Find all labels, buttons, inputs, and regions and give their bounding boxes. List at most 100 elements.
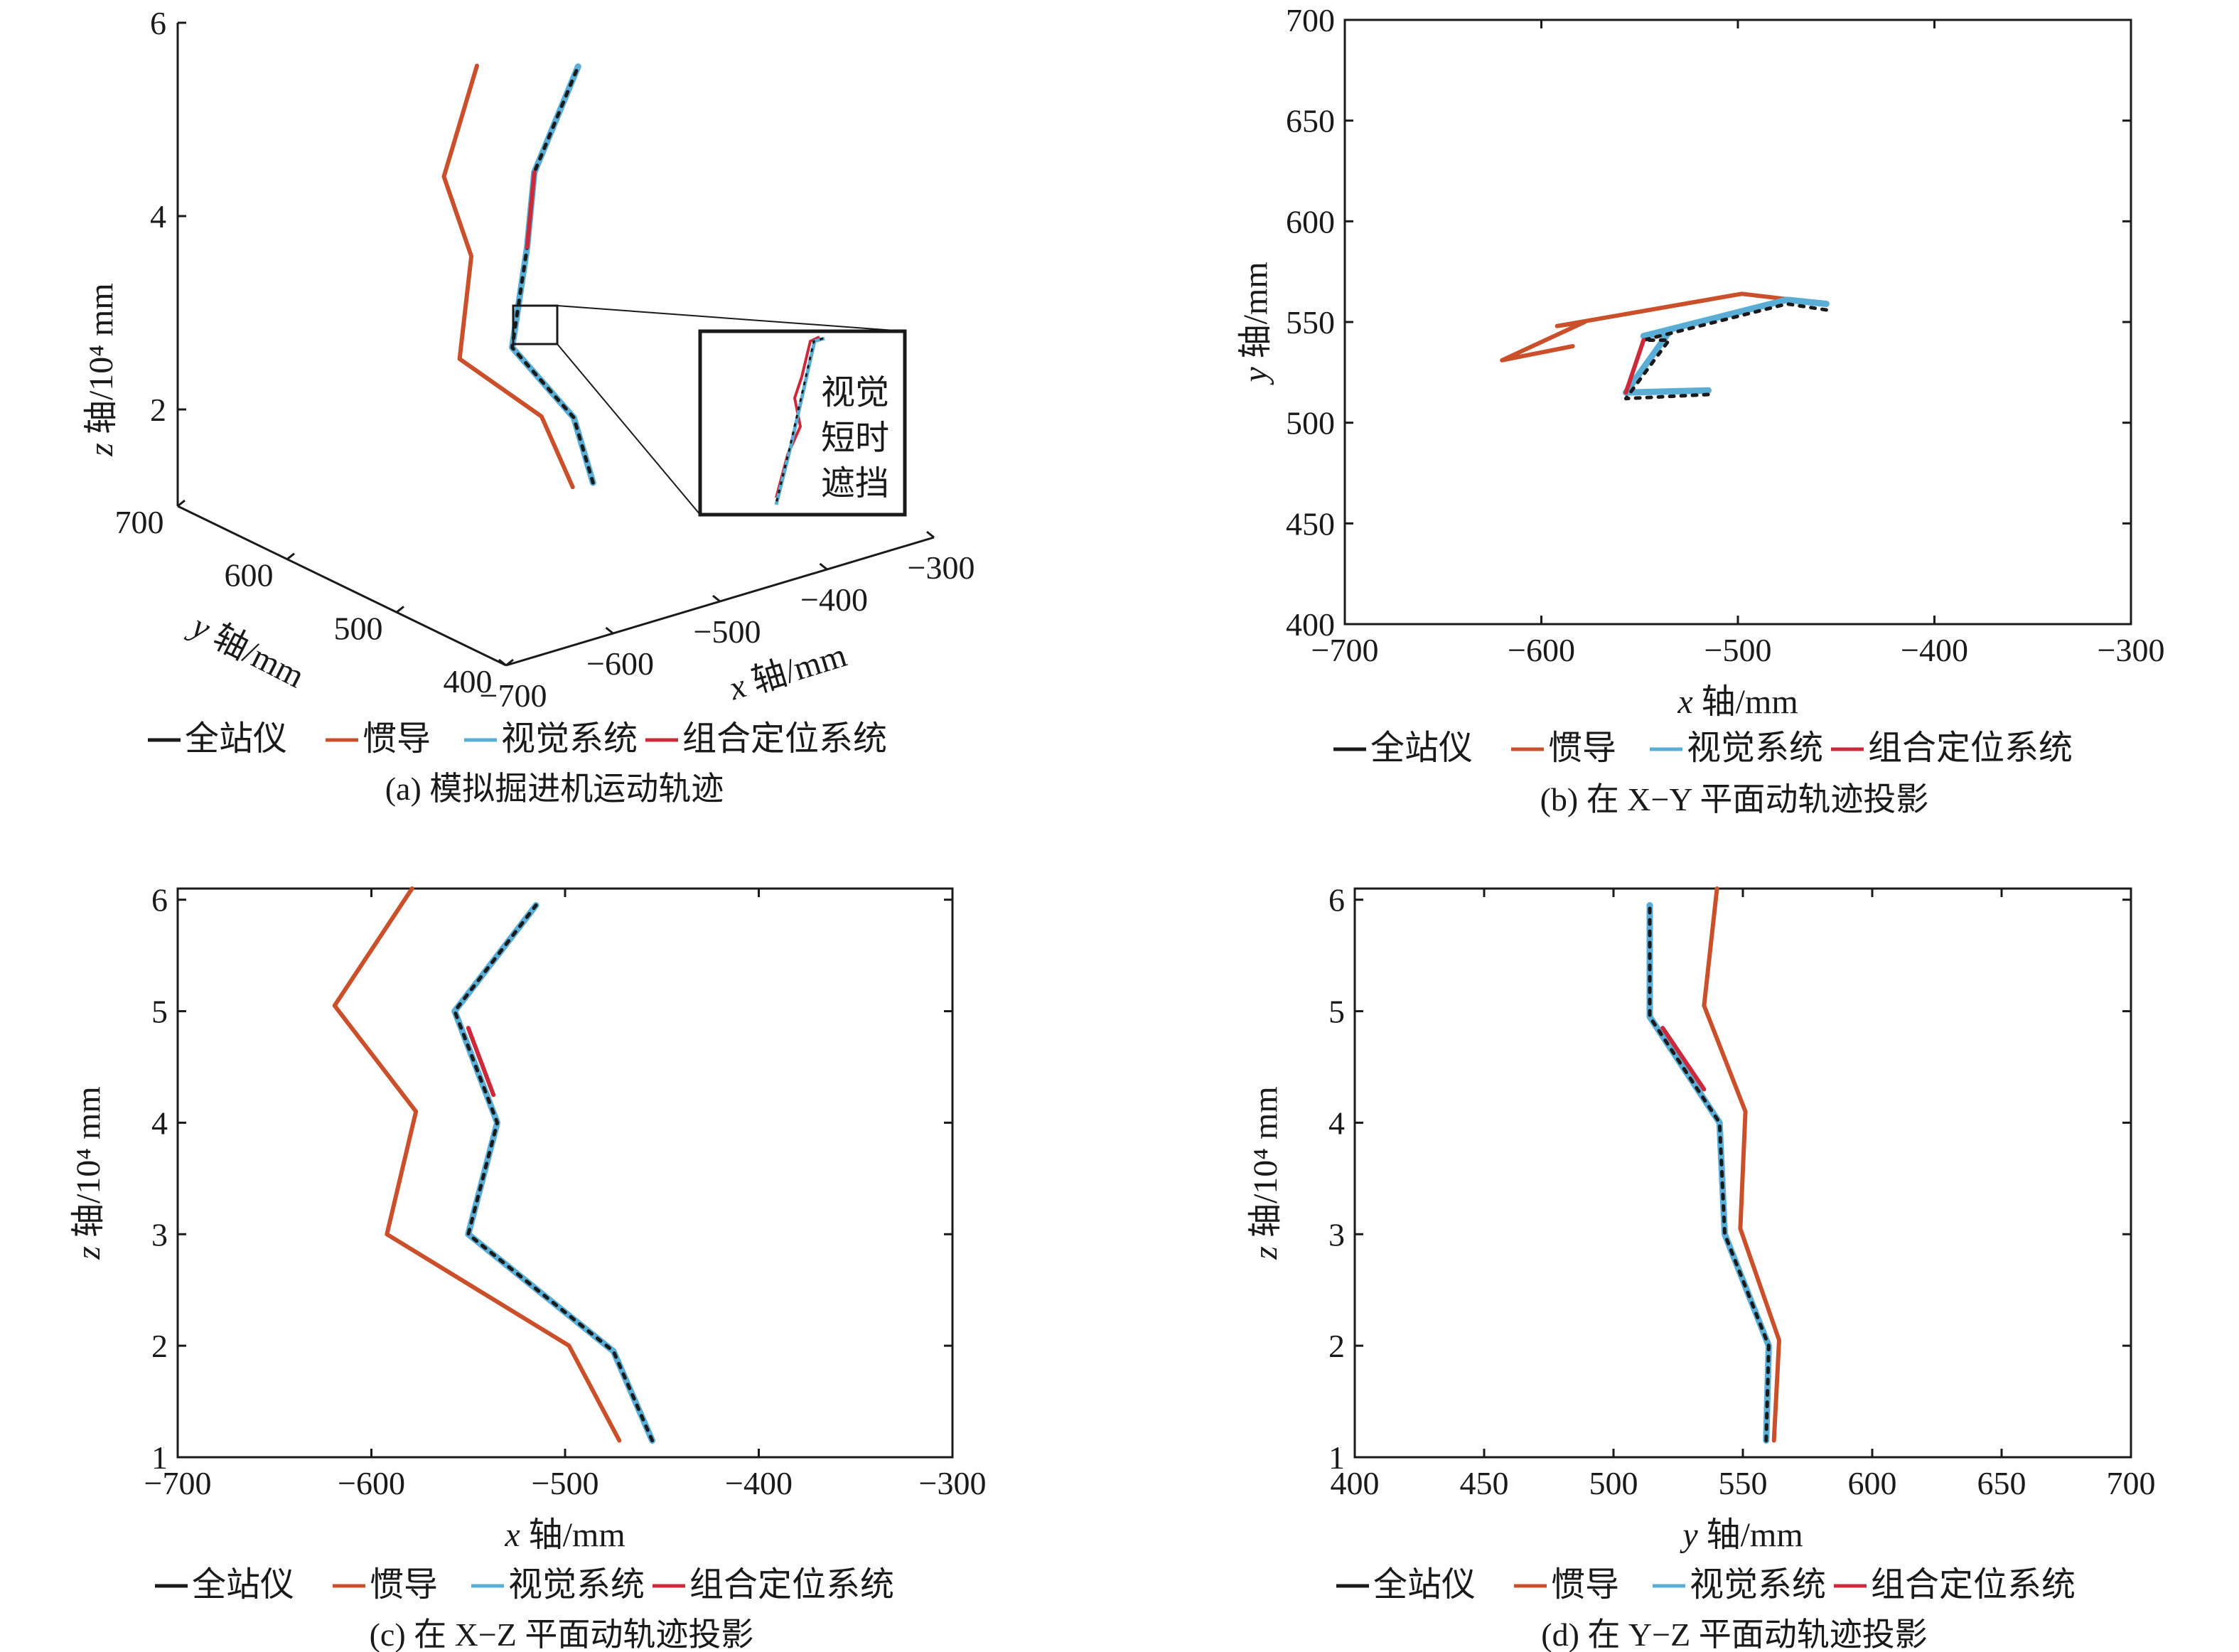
inset-note-a: 视觉 bbox=[821, 374, 889, 412]
x-tick-label-d: 550 bbox=[1719, 1465, 1768, 1501]
y-tick-label-a: 500 bbox=[334, 610, 383, 646]
x-tick-mark-a bbox=[926, 530, 935, 539]
inset-line-total-station-a bbox=[774, 337, 824, 507]
series-line-integrated-a bbox=[525, 170, 537, 250]
legend-label-vision-c: 视觉系统 bbox=[508, 1566, 645, 1604]
y-tick-label-c: 1 bbox=[151, 1439, 168, 1476]
legend-label-integrated-a: 组合定位系统 bbox=[682, 720, 887, 758]
y-tick-label-d: 1 bbox=[1328, 1439, 1345, 1476]
series-line-total-station-a bbox=[510, 65, 595, 485]
x-tick-label-d: 600 bbox=[1848, 1465, 1897, 1501]
x-tick-label-b: −300 bbox=[2098, 632, 2165, 668]
legend-label-integrated-c: 组合定位系统 bbox=[689, 1566, 894, 1604]
x-tick-label-a: −500 bbox=[694, 613, 761, 650]
y-tick-label-b: 700 bbox=[1286, 2, 1335, 38]
y-axis-label-b: y 轴/mm bbox=[1237, 262, 1274, 385]
y-tick-label-b: 450 bbox=[1286, 505, 1335, 542]
y-tick-label-c: 4 bbox=[151, 1105, 168, 1141]
zoom-connector-a bbox=[557, 305, 906, 332]
legend-label-total-station-a: 全站仪 bbox=[185, 720, 287, 758]
legend-label-vision-a: 视觉系统 bbox=[501, 720, 638, 758]
series-line-vision-d bbox=[1646, 902, 1772, 1444]
x-tick-mark-a bbox=[605, 626, 614, 635]
panel-a: −700 −600 −500 −400 −300 400 500 600 700 2 4 6 视觉短时遮… bbox=[82, 5, 974, 807]
series-line-vision-a bbox=[509, 63, 596, 486]
panel-d: 400 450 500 550 600 650 700 1 2 3 4 5 6 y 轴/mm z 轴/10⁴… bbox=[1247, 882, 2156, 1652]
zoom-box-a bbox=[512, 304, 559, 345]
z-axis-label-a: z 轴/10⁴ mm bbox=[82, 283, 120, 456]
y-tick-label-c: 5 bbox=[151, 994, 168, 1030]
legend-label-ins-a: 惯导 bbox=[363, 720, 431, 758]
x-tick-label-d: 400 bbox=[1331, 1465, 1380, 1501]
legend-label-integrated-d: 组合定位系统 bbox=[1871, 1566, 2076, 1604]
y-tick-label-b: 550 bbox=[1286, 304, 1335, 340]
y-tick-label-b: 650 bbox=[1286, 103, 1335, 139]
x-tick-label-c: −600 bbox=[338, 1465, 405, 1501]
x-tick-label-b: −500 bbox=[1704, 632, 1772, 668]
x-tick-label-c: −400 bbox=[725, 1465, 793, 1501]
y-tick-label-b: 400 bbox=[1286, 606, 1335, 643]
y-tick-label-c: 6 bbox=[151, 882, 168, 918]
y-tick-label-d: 6 bbox=[1328, 882, 1345, 918]
x-axis-label-b: x 轴/mm bbox=[1677, 683, 1798, 721]
plot-frame-c bbox=[176, 887, 954, 1459]
series-line-ins-c bbox=[332, 886, 622, 1443]
y-tick-mark-a bbox=[396, 606, 404, 613]
y-tick-label-d: 3 bbox=[1328, 1216, 1345, 1253]
y-axis-label-a: y 轴/mm bbox=[183, 606, 310, 695]
series-line-integrated-b bbox=[1623, 338, 1646, 395]
series-line-ins-a bbox=[441, 63, 575, 490]
y-tick-label-b: 600 bbox=[1286, 203, 1335, 240]
y-tick-label-c: 2 bbox=[151, 1328, 168, 1364]
x-axis-label-d: y 轴/mm bbox=[1679, 1516, 1803, 1554]
caption-b: (b) 在 X−Y 平面动轨迹投影 bbox=[1540, 781, 1929, 817]
zoom-inset-a bbox=[698, 329, 907, 517]
series-line-total-station-c bbox=[453, 903, 655, 1442]
y-axis-line-a bbox=[177, 505, 507, 667]
caption-d: (d) 在 Y−Z 平面动轨迹投影 bbox=[1541, 1616, 1927, 1652]
legend-label-ins-b: 惯导 bbox=[1548, 729, 1616, 767]
y-tick-mark-a bbox=[177, 499, 186, 508]
x-tick-mark-a bbox=[819, 562, 828, 571]
x-tick-mark-a bbox=[712, 594, 721, 603]
legend-label-vision-b: 视觉系统 bbox=[1687, 729, 1823, 767]
legend-label-integrated-b: 组合定位系统 bbox=[1868, 729, 2073, 767]
x-tick-label-a: −700 bbox=[480, 677, 547, 714]
series-line-integrated-c bbox=[466, 1026, 496, 1098]
series-line-total-station-d bbox=[1648, 903, 1771, 1442]
x-tick-label-a: −600 bbox=[586, 645, 654, 682]
x-tick-label-a: −300 bbox=[908, 549, 975, 586]
y-tick-label-a: 700 bbox=[115, 504, 164, 540]
inset-note-a: 短时 bbox=[821, 419, 889, 457]
z-tick-label-a: 6 bbox=[150, 5, 166, 41]
y-tick-mark-a bbox=[505, 658, 514, 667]
panel-b: −700 −600 −500 −400 −300 400 450 500 550 600 650 70… bbox=[1237, 2, 2164, 817]
y-tick-label-a: 400 bbox=[444, 663, 493, 699]
y-tick-label-a: 600 bbox=[225, 557, 274, 594]
legend-label-ins-d: 惯导 bbox=[1551, 1566, 1619, 1604]
x-tick-label-b: −600 bbox=[1508, 632, 1575, 668]
x-tick-label-b: −400 bbox=[1901, 632, 1968, 668]
legend-label-vision-d: 视觉系统 bbox=[1690, 1566, 1826, 1604]
caption-c: (c) 在 X−Z 平面动轨迹投影 bbox=[370, 1616, 754, 1652]
panel-c: −700 −600 −500 −400 −300 1 2 3 4 5 6 x 轴/mm z 轴/10⁴ … bbox=[70, 882, 986, 1652]
legend-label-total-station-b: 全站仪 bbox=[1370, 729, 1473, 767]
y-axis-label-d: z 轴/10⁴ mm bbox=[1247, 1086, 1284, 1260]
x-tick-label-a: −400 bbox=[800, 581, 868, 618]
series-line-vision-b bbox=[1622, 296, 1830, 396]
x-tick-label-d: 450 bbox=[1460, 1465, 1509, 1501]
z-tick-label-a: 4 bbox=[150, 198, 166, 235]
y-tick-label-d: 5 bbox=[1328, 994, 1345, 1030]
x-tick-mark-a bbox=[498, 658, 507, 667]
legend-label-total-station-c: 全站仪 bbox=[192, 1566, 294, 1604]
legend-label-total-station-d: 全站仪 bbox=[1373, 1566, 1476, 1604]
zoom-connector-a bbox=[557, 343, 701, 515]
series-line-ins-b bbox=[1500, 291, 1795, 363]
inset-note-a: 遮挡 bbox=[821, 465, 889, 503]
x-tick-label-c: −500 bbox=[532, 1465, 599, 1501]
series-line-total-station-b bbox=[1623, 302, 1828, 401]
y-tick-label-c: 3 bbox=[151, 1216, 168, 1253]
y-tick-label-d: 2 bbox=[1328, 1328, 1345, 1364]
x-tick-label-d: 500 bbox=[1589, 1465, 1638, 1501]
